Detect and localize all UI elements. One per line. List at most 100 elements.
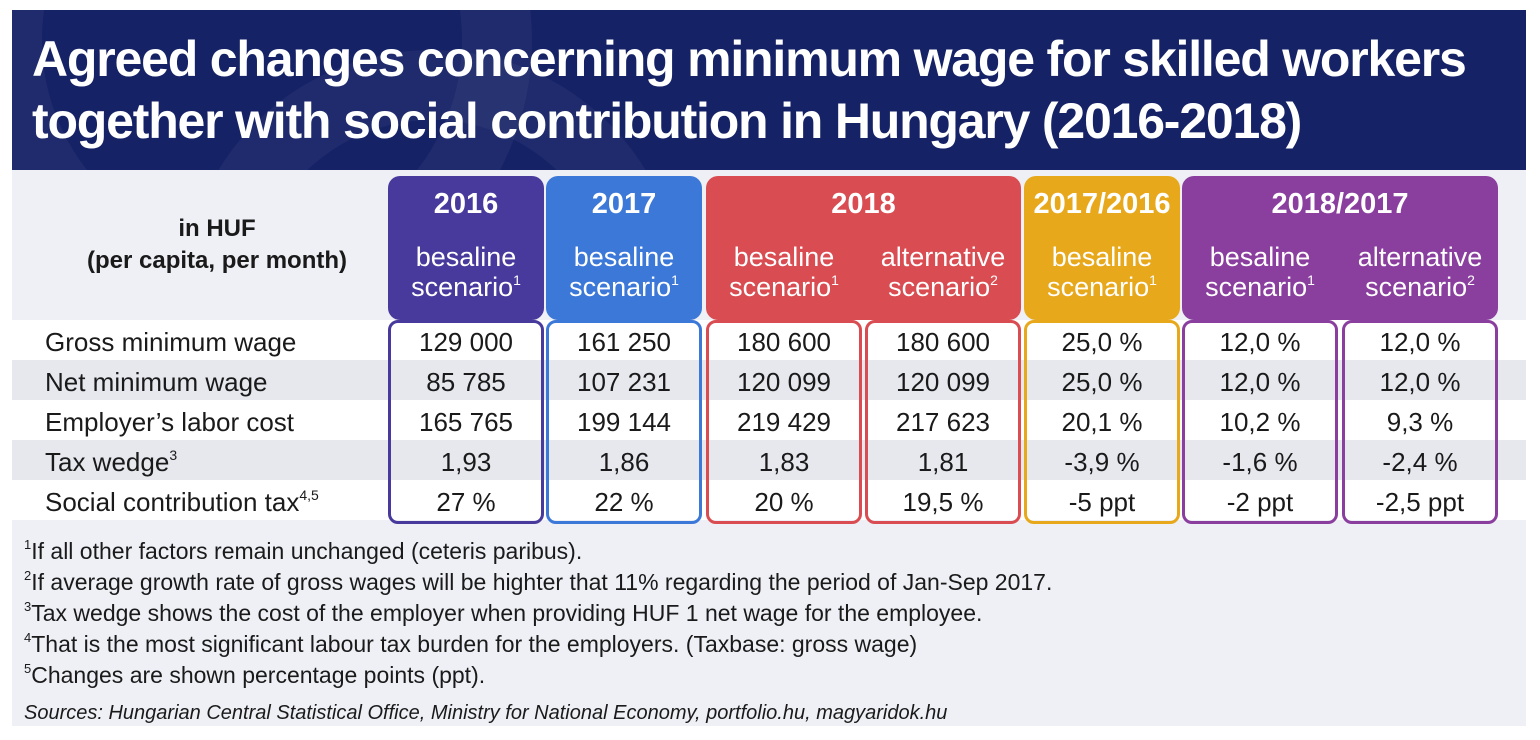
footnote-mark: 1 (24, 537, 32, 552)
column-frame (865, 320, 1021, 524)
table-cell: 12,0 % (1379, 327, 1461, 357)
table-cell: -2,4 % (1382, 447, 1458, 477)
table-cell: 1,81 (917, 447, 969, 477)
table-cell: -3,9 % (1064, 447, 1140, 477)
table-cell: 1,93 (440, 447, 492, 477)
table-cell: 120 099 (737, 367, 831, 397)
column-subheader: alternative scenario2 (1342, 242, 1498, 302)
subheader-text: scenario (1047, 272, 1150, 302)
row-label-text: Tax wedge (45, 447, 170, 477)
table-cell: 120 099 (896, 367, 990, 397)
footnote-mark: 1 (513, 272, 521, 288)
subheader-line: besaline (733, 242, 835, 272)
row-stripe (12, 360, 1526, 400)
table-cell: 129 000 (419, 327, 513, 357)
footnote-mark: 5 (24, 661, 32, 676)
table-cell: 12,0 % (1219, 327, 1301, 357)
row-label: Employer’s labor cost (45, 402, 294, 442)
subheader-line: scenario2 (1342, 272, 1498, 302)
unit-label: in HUF (per capita, per month) (32, 213, 402, 277)
table-cell: 9,3 % (1386, 407, 1454, 437)
table-cell: 10,2 % (1219, 407, 1301, 437)
subheader-line: besaline (1051, 242, 1153, 272)
table-cell: 85 785 (426, 367, 506, 397)
row-label: Social contribution tax4,5 (45, 482, 319, 522)
table-cell: 180 600 (896, 327, 990, 357)
subheader-line: besaline (1209, 242, 1311, 272)
footnote-mark: 2 (1467, 272, 1475, 288)
table-cell: 25,0 % (1061, 367, 1143, 397)
footnote: 3Tax wedge shows the cost of the employe… (24, 598, 982, 628)
footnote: 4That is the most significant labour tax… (24, 629, 917, 659)
subheader-line: scenario2 (865, 272, 1021, 302)
subheader-line: alternative (880, 242, 1006, 272)
footnote-text: Changes are shown percentage points (ppt… (31, 662, 486, 688)
table-cell: 161 250 (577, 327, 671, 357)
unit-label-line: in HUF (178, 215, 256, 242)
footnote-text: Tax wedge shows the cost of the employer… (31, 600, 983, 626)
table-cell: -2,5 ppt (1375, 487, 1465, 517)
row-stripe (12, 320, 1526, 360)
column-frame (388, 320, 544, 524)
subheader-line: alternative (1357, 242, 1483, 272)
group-label: 2018/2017 (1271, 188, 1409, 220)
group-label: 2016 (433, 188, 499, 220)
subheader-line: scenario1 (546, 272, 702, 302)
table-cell: 12,0 % (1219, 367, 1301, 397)
table-cell: 20 % (754, 487, 814, 517)
subheader-line: scenario1 (1182, 272, 1338, 302)
subheader-text: scenario (569, 272, 672, 302)
table-cell: 217 623 (896, 407, 990, 437)
footnote: 2If average growth rate of gross wages w… (24, 567, 1052, 597)
footnote: 1If all other factors remain unchanged (… (24, 536, 582, 566)
table-cell: 25,0 % (1061, 327, 1143, 357)
group-header: 2017/2016 (1024, 176, 1180, 320)
column-frame (1024, 320, 1180, 524)
column-subheader: besaline scenario1 (706, 242, 862, 302)
footnote-mark: 4 (24, 630, 32, 645)
table-cell: 1,83 (758, 447, 810, 477)
subheader-text: scenario (1365, 272, 1468, 302)
footnote-text: If average growth rate of gross wages wi… (31, 569, 1053, 595)
column-subheader: besaline scenario1 (546, 242, 702, 302)
row-label: Net minimum wage (45, 362, 268, 402)
row-label: Tax wedge3 (45, 442, 177, 482)
subheader-line: besaline (415, 242, 517, 272)
footnote-mark: 1 (1307, 272, 1315, 288)
row-label-text: Net minimum wage (45, 367, 268, 397)
table-cell: 107 231 (577, 367, 671, 397)
table-cell: 199 144 (577, 407, 671, 437)
group-header: 2018/2017 (1182, 176, 1498, 320)
row-stripe (12, 480, 1526, 520)
column-frame (546, 320, 702, 524)
subheader-line: scenario1 (1024, 272, 1180, 302)
footnote-text: That is the most significant labour tax … (31, 631, 918, 657)
subheader-text: scenario (1205, 272, 1308, 302)
column-frame (1342, 320, 1498, 524)
column-subheader: besaline scenario1 (1182, 242, 1338, 302)
row-stripe (12, 400, 1526, 440)
page-title: Agreed changes concerning minimum wage f… (32, 28, 1512, 152)
footnote-mark: 1 (831, 272, 839, 288)
table-cell: 27 % (436, 487, 496, 517)
footnote-mark: 2 (990, 272, 998, 288)
table-cell: 19,5 % (902, 487, 984, 517)
footnote-mark: 4,5 (299, 487, 319, 503)
column-subheader: besaline scenario1 (1024, 242, 1180, 302)
subheader-text: scenario (729, 272, 832, 302)
table-cell: -1,6 % (1222, 447, 1298, 477)
table-cell: -5 ppt (1068, 487, 1136, 517)
group-header: 2017 (546, 176, 702, 320)
row-label-text: Social contribution tax (45, 487, 300, 517)
infographic: Agreed changes concerning minimum wage f… (12, 10, 1526, 726)
footnote-text: If all other factors remain unchanged (c… (31, 538, 583, 564)
row-label-text: Gross minimum wage (45, 327, 297, 357)
table-cell: 20,1 % (1061, 407, 1143, 437)
footnote: 5Changes are shown percentage points (pp… (24, 660, 485, 690)
row-stripe (12, 440, 1526, 480)
title-banner: Agreed changes concerning minimum wage f… (12, 10, 1526, 170)
footnote-mark: 3 (169, 447, 178, 463)
table-cell: 219 429 (737, 407, 831, 437)
subheader-line: scenario1 (388, 272, 544, 302)
group-label: 2017/2016 (1033, 188, 1171, 220)
